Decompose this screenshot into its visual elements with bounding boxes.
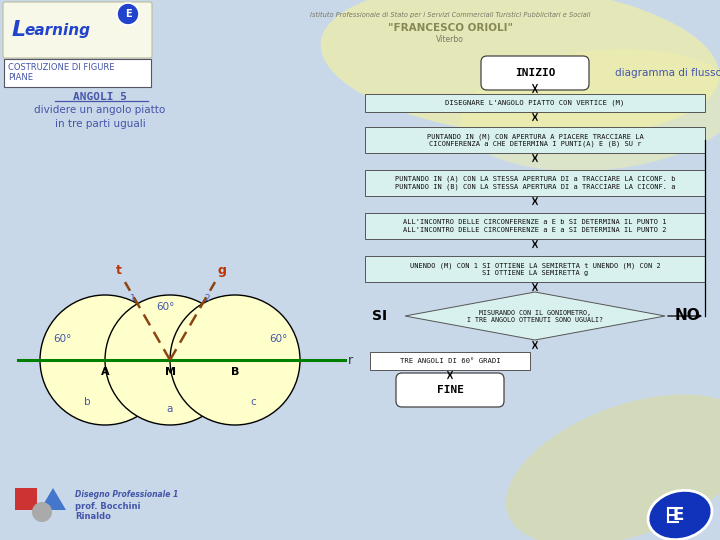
Circle shape: [170, 295, 300, 425]
Text: earning: earning: [24, 23, 90, 37]
Text: 60°: 60°: [269, 334, 287, 344]
FancyBboxPatch shape: [396, 373, 504, 407]
Text: A: A: [101, 367, 109, 377]
Text: B: B: [231, 367, 239, 377]
FancyBboxPatch shape: [4, 59, 151, 87]
Text: 2: 2: [204, 294, 210, 303]
Ellipse shape: [460, 49, 720, 171]
Text: c: c: [250, 397, 256, 407]
Text: DISEGNARE L'ANGOLO PIATTO CON VERTICE (M): DISEGNARE L'ANGOLO PIATTO CON VERTICE (M…: [445, 100, 625, 106]
Text: t: t: [116, 264, 122, 277]
Circle shape: [40, 295, 170, 425]
Ellipse shape: [506, 394, 720, 540]
Text: L: L: [12, 20, 26, 40]
Circle shape: [117, 3, 139, 25]
Text: Viterbo: Viterbo: [436, 35, 464, 44]
Text: 1: 1: [130, 294, 135, 303]
Text: MISURANDO CON IL GONIOMETRO,
I TRE ANGOLO OTTENUTI SONO UGUALI?: MISURANDO CON IL GONIOMETRO, I TRE ANGOL…: [467, 309, 603, 322]
FancyBboxPatch shape: [481, 56, 589, 90]
FancyBboxPatch shape: [365, 94, 705, 112]
Polygon shape: [405, 292, 665, 340]
Text: Istituto Professionale di Stato per i Servizi Commerciali Turistici Pubblicitari: Istituto Professionale di Stato per i Se…: [310, 12, 590, 18]
Text: E: E: [672, 506, 684, 524]
FancyBboxPatch shape: [3, 2, 152, 58]
Text: TRE ANGOLI DI 60° GRADI: TRE ANGOLI DI 60° GRADI: [400, 358, 500, 364]
Polygon shape: [40, 488, 66, 510]
FancyBboxPatch shape: [365, 127, 705, 153]
Bar: [15, 488, 37, 510]
Text: b: b: [84, 397, 90, 407]
Text: dividere un angolo piatto
in tre parti uguali: dividere un angolo piatto in tre parti u…: [35, 105, 166, 129]
FancyBboxPatch shape: [370, 352, 530, 370]
Text: SI: SI: [372, 309, 387, 323]
Text: 60°: 60°: [53, 334, 71, 344]
Text: r: r: [348, 354, 353, 367]
Text: a: a: [167, 404, 174, 414]
Text: INIZIO: INIZIO: [515, 68, 555, 78]
Text: COSTRUZIONE DI FIGURE
PIANE: COSTRUZIONE DI FIGURE PIANE: [8, 63, 114, 83]
FancyBboxPatch shape: [365, 213, 705, 239]
Text: "FRANCESCO ORIOLI": "FRANCESCO ORIOLI": [387, 23, 513, 33]
Text: g: g: [218, 264, 227, 277]
Text: NO: NO: [674, 308, 700, 323]
Circle shape: [105, 295, 235, 425]
Text: prof. Bocchini
Rinaldo: prof. Bocchini Rinaldo: [75, 502, 140, 522]
Text: UNENDO (M) CON 1 SI OTTIENE LA SEMIRETTA t UNENDO (M) CON 2
SI OTTIENE LA SEMIRE: UNENDO (M) CON 1 SI OTTIENE LA SEMIRETTA…: [410, 262, 660, 276]
Text: Disegno Professionale 1: Disegno Professionale 1: [75, 490, 179, 499]
FancyBboxPatch shape: [365, 256, 705, 282]
Text: FINE: FINE: [436, 385, 464, 395]
FancyBboxPatch shape: [365, 170, 705, 196]
Ellipse shape: [320, 0, 719, 137]
Text: diagramma di flusso: diagramma di flusso: [615, 68, 720, 78]
Text: PUNTANDO IN (A) CON LA STESSA APERTURA DI a TRACCIARE LA CICONF. b
PUNTANDO IN (: PUNTANDO IN (A) CON LA STESSA APERTURA D…: [395, 176, 675, 190]
Text: E: E: [125, 9, 131, 19]
Text: 60°: 60°: [156, 302, 174, 312]
Ellipse shape: [648, 490, 712, 539]
Text: PUNTANDO IN (M) CON APERTURA A PIACERE TRACCIARE LA
CICONFERENZA a CHE DETERMINA: PUNTANDO IN (M) CON APERTURA A PIACERE T…: [427, 133, 644, 147]
Text: M: M: [164, 367, 176, 377]
Text: ANGOLI 5: ANGOLI 5: [73, 92, 127, 102]
Text: ALL'INCONTRO DELLE CIRCONFERENZE a E b SI DETERMINA IL PUNTO 1
ALL'INCONTRO DELL: ALL'INCONTRO DELLE CIRCONFERENZE a E b S…: [403, 219, 667, 233]
Circle shape: [32, 502, 52, 522]
